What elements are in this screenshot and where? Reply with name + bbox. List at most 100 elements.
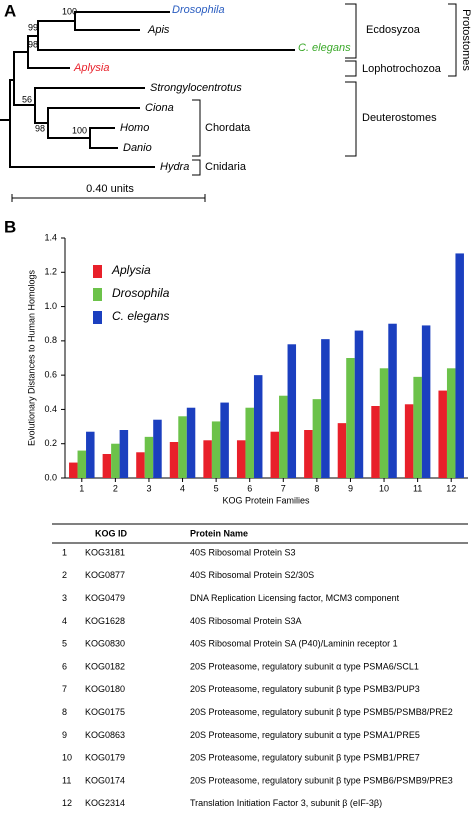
kog-id: KOG2314	[85, 798, 125, 808]
group-label: Protostomes	[460, 9, 472, 71]
kog-id: KOG0179	[85, 753, 125, 763]
x-tick-label: 1	[79, 483, 84, 493]
y-tick-label: 1.2	[44, 267, 57, 277]
kog-id: KOG0863	[85, 730, 125, 740]
taxon: Homo	[120, 122, 149, 134]
bar-chart: 0.00.20.40.60.81.01.21.41 2 3 4 5 6 7 8 9 10 11 12A…	[44, 232, 468, 493]
x-tick-label: 8	[314, 483, 319, 493]
y-tick-label: 0.0	[44, 472, 57, 482]
row-number: 1	[62, 547, 67, 557]
group-label: Chordata	[205, 122, 251, 134]
row-number: 12	[62, 798, 72, 808]
bar	[279, 395, 288, 478]
protein-name: 20S Proteasome, regulatory subunit β typ…	[190, 775, 453, 785]
bar	[136, 452, 145, 478]
bar	[211, 421, 221, 478]
bar	[178, 416, 187, 478]
protein-name: 20S Proteasome, regulatory subunit β typ…	[190, 753, 420, 763]
bracket	[192, 99, 201, 157]
row-number: 3	[62, 593, 67, 603]
bar	[354, 330, 364, 478]
bar	[77, 450, 87, 478]
brackets	[192, 3, 457, 176]
bar	[186, 407, 196, 478]
bracket	[192, 159, 201, 176]
x-tick-label: 9	[348, 483, 353, 493]
y-tick-label: 1.0	[44, 301, 57, 311]
y-axis-label: Evolutionary Distances to Human Homologs	[26, 269, 36, 446]
x-axis-label: KOG Protein Families	[222, 495, 310, 505]
protein-name: Translation Initiation Factor 3, subunit…	[190, 798, 382, 808]
kog-id: KOG1628	[85, 616, 125, 626]
x-tick-label: 5	[214, 483, 219, 493]
taxon: C. elegans	[298, 42, 351, 54]
x-tick-label: 7	[281, 483, 286, 493]
bar	[346, 358, 355, 478]
y-tick-label: 1.4	[44, 232, 57, 242]
kog-id: KOG0877	[85, 570, 125, 580]
support-value: 98	[28, 39, 38, 49]
row-number: 4	[62, 616, 67, 626]
legend-label: Aplysia	[111, 263, 151, 277]
support-value: 100	[72, 125, 87, 135]
taxon: Strongylocentrotus	[150, 82, 242, 94]
group-label: Cnidaria	[205, 161, 247, 173]
row-number: 10	[62, 753, 72, 763]
table-header: KOG ID	[95, 528, 128, 538]
y-tick-label: 0.4	[44, 404, 57, 414]
support-value: 56	[22, 94, 32, 104]
bar	[144, 436, 154, 478]
kog-id: KOG0174	[85, 775, 125, 785]
x-tick-label: 3	[146, 483, 151, 493]
bar	[102, 454, 112, 478]
support-value: 99	[28, 22, 38, 32]
row-number: 2	[62, 570, 67, 580]
bracket	[345, 3, 357, 59]
bracket	[448, 3, 457, 77]
taxon: Danio	[123, 142, 152, 154]
table-header: Protein Name	[190, 528, 248, 538]
bar	[253, 375, 263, 478]
taxon: Drosophila	[172, 4, 225, 16]
bar	[153, 419, 162, 478]
protein-name: 40S Ribosomal Protein S2/30S	[190, 570, 314, 580]
taxon: Hydra	[160, 161, 189, 173]
x-tick-label: 6	[247, 483, 252, 493]
protein-name: DNA Replication Licensing factor, MCM3 c…	[190, 593, 400, 603]
scale-label: 0.40 units	[86, 183, 134, 195]
bar	[379, 368, 389, 478]
bar	[388, 323, 397, 478]
bar	[220, 402, 229, 478]
legend-label: C. elegans	[112, 309, 169, 323]
panel-label: A	[4, 1, 16, 20]
row-number: 5	[62, 639, 67, 649]
bar	[287, 344, 297, 478]
support-value: 98	[35, 123, 45, 133]
legend-swatch	[93, 311, 102, 324]
x-tick-label: 2	[113, 483, 118, 493]
kog-id: KOG0175	[85, 707, 125, 717]
bar	[371, 406, 380, 478]
bar	[245, 407, 254, 478]
bar	[321, 339, 330, 478]
bar	[304, 430, 313, 478]
bar	[270, 431, 280, 478]
group-label: Ecdosyzoa	[366, 24, 421, 36]
bar	[312, 399, 322, 478]
bar	[69, 462, 78, 478]
taxon: Apis	[147, 24, 170, 36]
x-tick-label: 11	[413, 483, 422, 493]
bar	[203, 440, 212, 478]
taxon: Ciona	[145, 102, 174, 114]
bracket	[345, 60, 357, 77]
kog-id: KOG0479	[85, 593, 125, 603]
protein-name: 20S Proteasome, regulatory subunit α typ…	[190, 730, 420, 740]
y-tick-label: 0.8	[44, 335, 57, 345]
group-label: Lophotrochozoa	[362, 63, 442, 75]
bar	[119, 430, 129, 478]
taxon: Aplysia	[73, 62, 109, 74]
kog-id: KOG0830	[85, 639, 125, 649]
protein-name: 20S Proteasome, regulatory subunit β typ…	[190, 707, 453, 717]
y-tick-label: 0.6	[44, 370, 57, 380]
